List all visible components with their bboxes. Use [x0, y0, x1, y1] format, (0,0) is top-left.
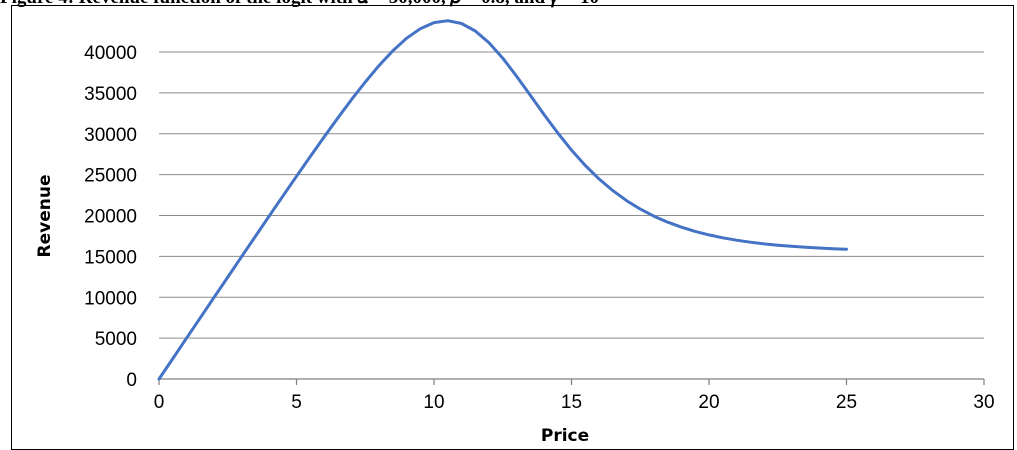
y-tick-label: 35000 — [84, 84, 137, 105]
axes — [158, 378, 985, 385]
revenue-line-0 — [157, 19, 848, 381]
x-tick-label: 10 — [423, 392, 444, 413]
y-tick-label: 20000 — [84, 207, 137, 228]
y-axis-title: Revenue — [35, 175, 55, 258]
x-tick-label: 0 — [154, 392, 165, 413]
x-tick-label: 5 — [291, 392, 302, 413]
y-tick-label: 10000 — [84, 288, 137, 309]
y-tick-label: 15000 — [84, 247, 137, 268]
x-tick-label: 20 — [698, 392, 719, 413]
x-tick-label: 25 — [836, 392, 857, 413]
figure-caption: Figure 4: Revenue function of the logit … — [0, 0, 599, 9]
tick-labels: 0 5000 10000 15000 20000 25000 30000 35000 40000… — [84, 43, 994, 413]
y-tick-label: 5000 — [95, 329, 137, 350]
x-tick-label: 15 — [561, 392, 582, 413]
y-tick-label: 25000 — [84, 166, 137, 187]
gridlines — [159, 51, 984, 339]
x-axis-title: Price — [541, 426, 589, 445]
series-layer — [157, 19, 848, 381]
y-tick-label: 40000 — [84, 43, 137, 64]
x-tick-label: 30 — [973, 392, 994, 413]
y-tick-label: 30000 — [84, 125, 137, 146]
y-tick-label: 0 — [126, 370, 137, 391]
